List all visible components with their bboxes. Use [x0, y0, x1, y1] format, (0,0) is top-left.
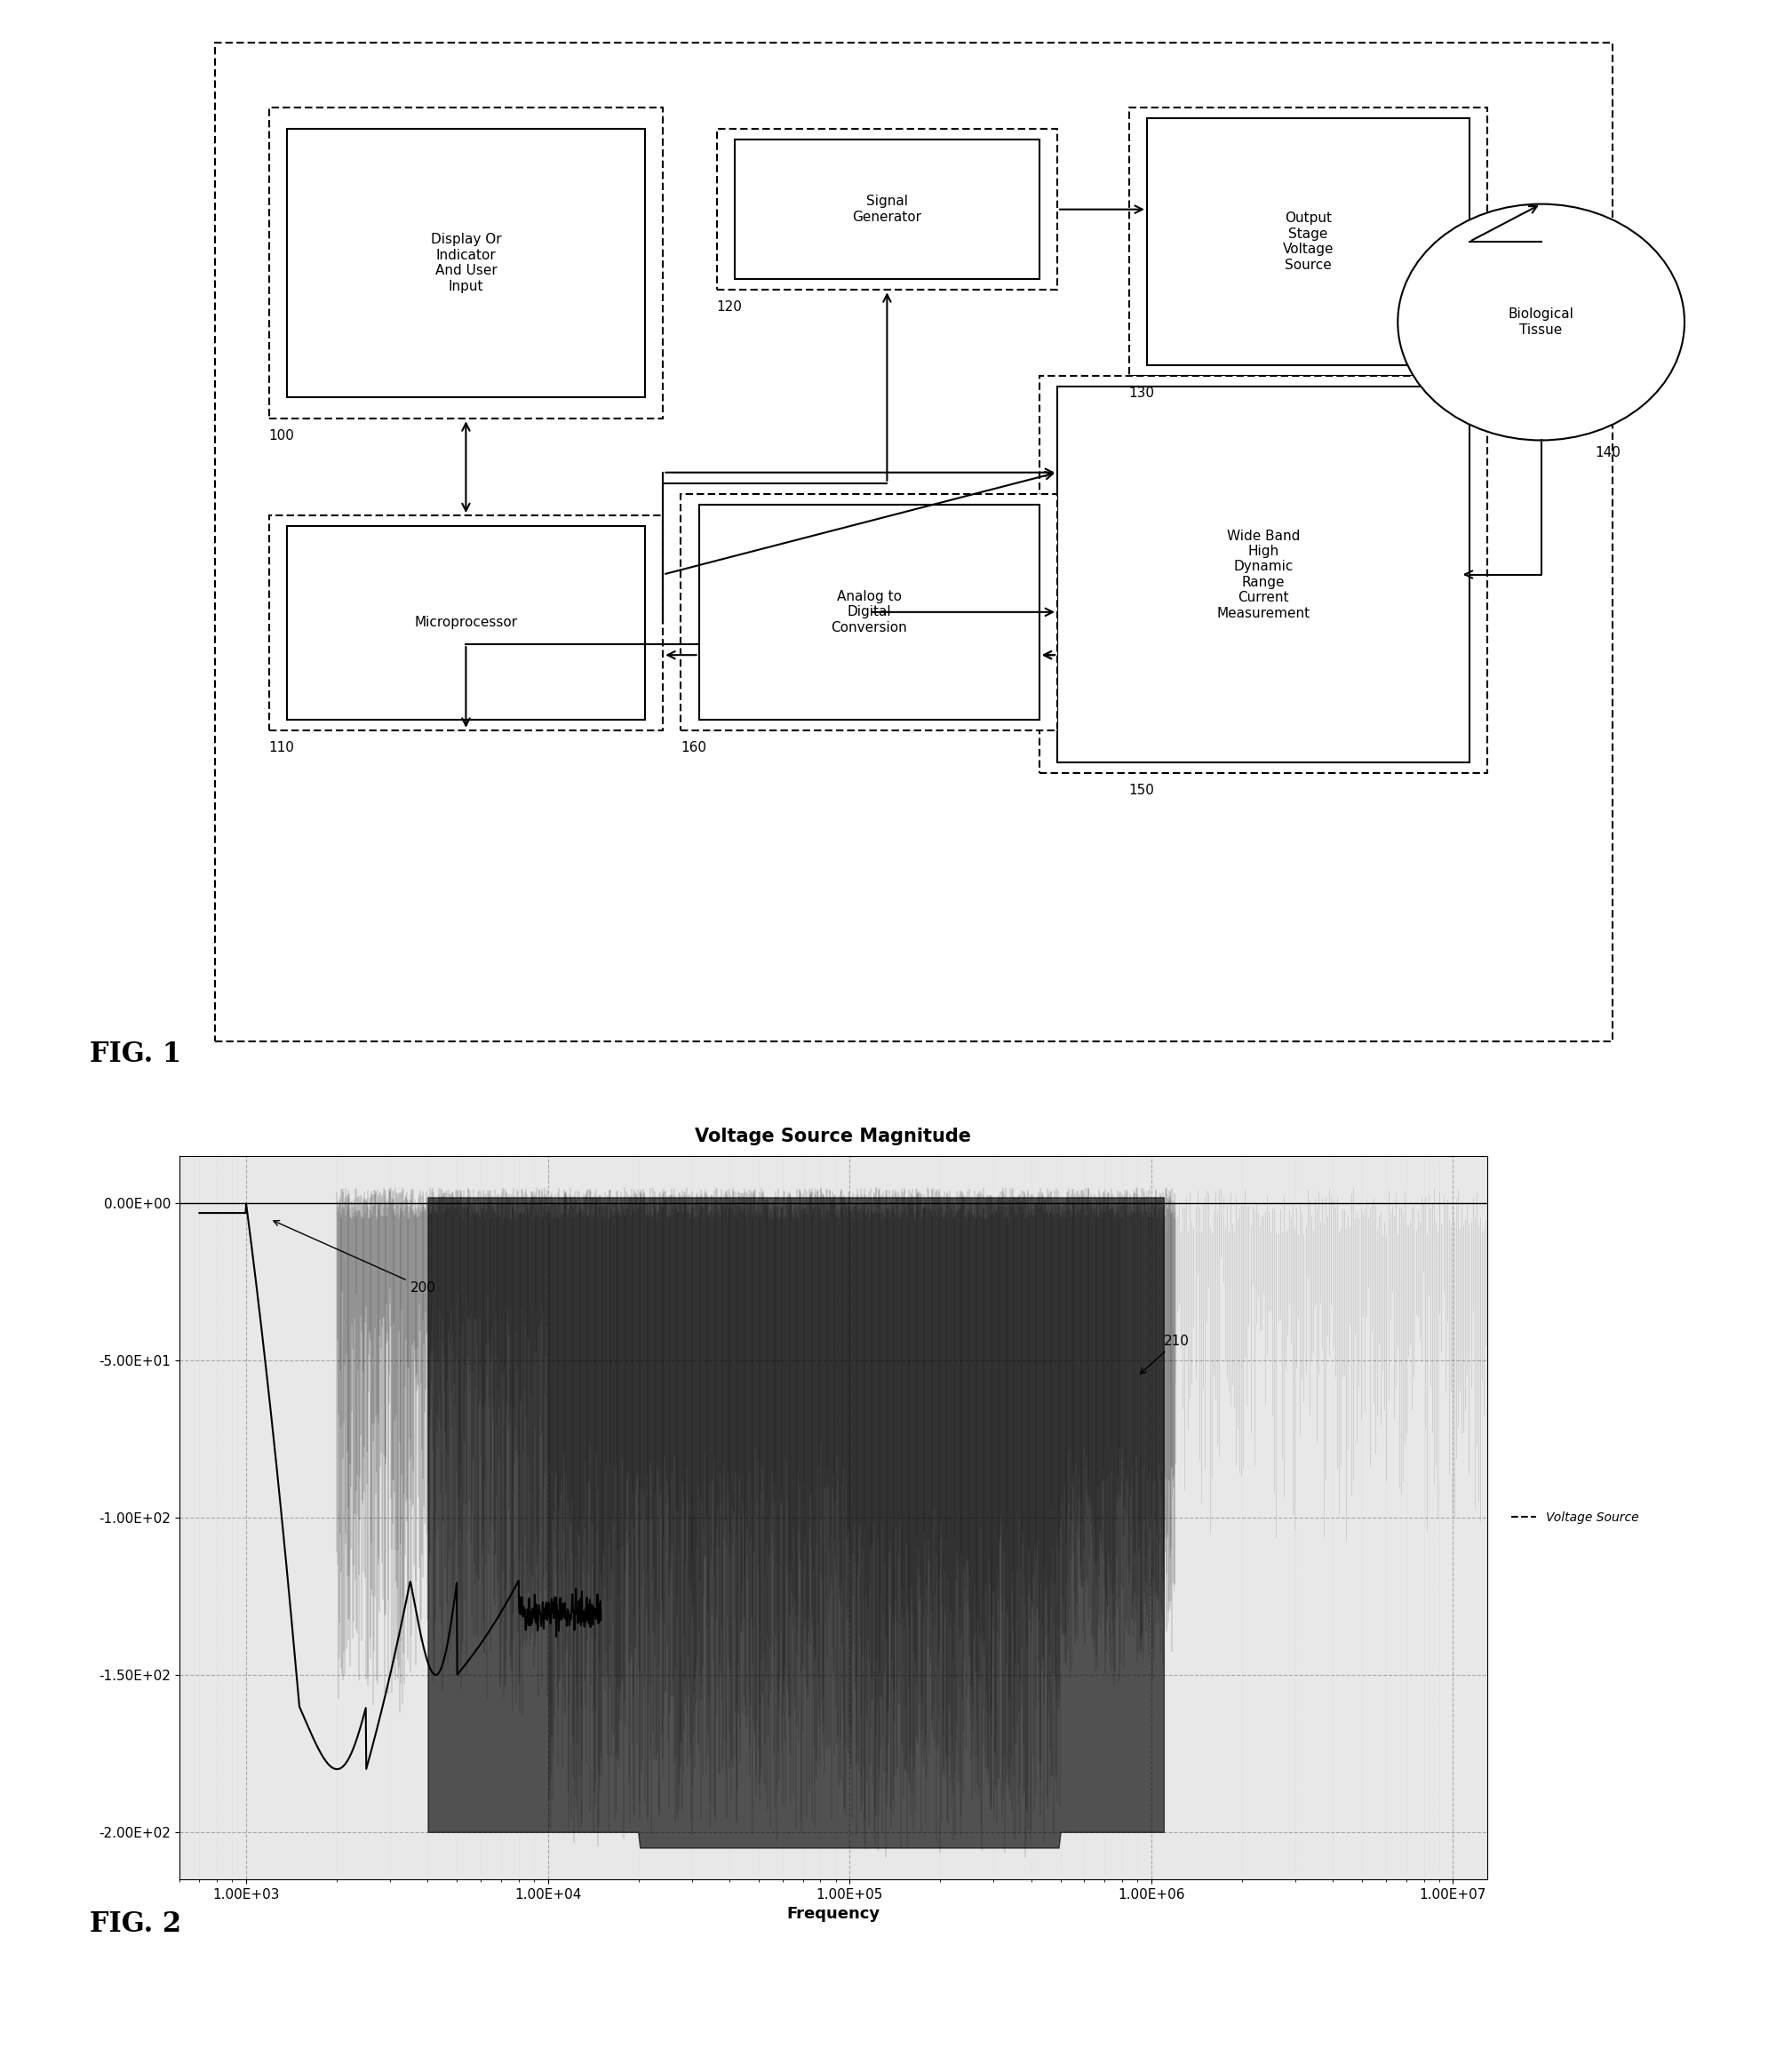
Text: Analog to
Digital
Conversion: Analog to Digital Conversion — [831, 591, 907, 634]
Bar — [215, 43, 1613, 1041]
Bar — [1057, 386, 1469, 762]
Title: Voltage Source Magnitude: Voltage Source Magnitude — [695, 1127, 971, 1146]
Text: Display Or
Indicator
And User
Input: Display Or Indicator And User Input — [430, 233, 502, 293]
Bar — [269, 516, 663, 731]
Text: FIG. 2: FIG. 2 — [90, 1910, 181, 1937]
Text: 110: 110 — [269, 741, 294, 754]
Text: 120: 120 — [717, 301, 742, 314]
Bar — [287, 527, 645, 719]
Bar — [681, 494, 1057, 731]
Text: 100: 100 — [269, 430, 294, 442]
Legend: Voltage Source: Voltage Source — [1507, 1507, 1643, 1528]
Text: Signal
Generator: Signal Generator — [853, 194, 921, 223]
Bar — [269, 107, 663, 419]
Text: 130: 130 — [1129, 386, 1154, 401]
X-axis label: Frequency: Frequency — [787, 1906, 880, 1923]
Text: Microprocessor: Microprocessor — [414, 615, 518, 630]
Text: 150: 150 — [1129, 785, 1154, 797]
Text: FIG. 1: FIG. 1 — [90, 1041, 181, 1068]
Text: 210: 210 — [1140, 1334, 1190, 1373]
Text: 160: 160 — [681, 741, 706, 754]
Ellipse shape — [1398, 204, 1684, 440]
Text: Wide Band
High
Dynamic
Range
Current
Measurement: Wide Band High Dynamic Range Current Mea… — [1217, 529, 1310, 619]
Text: 140: 140 — [1595, 446, 1620, 458]
Bar — [1147, 118, 1469, 366]
Text: Biological
Tissue: Biological Tissue — [1509, 308, 1573, 337]
Bar — [735, 140, 1039, 279]
Text: 200: 200 — [274, 1220, 435, 1295]
Bar — [1129, 107, 1487, 376]
Bar — [699, 504, 1039, 719]
Bar — [717, 128, 1057, 289]
Text: Output
Stage
Voltage
Source: Output Stage Voltage Source — [1283, 213, 1333, 271]
Bar — [287, 128, 645, 396]
Bar — [1039, 376, 1487, 772]
